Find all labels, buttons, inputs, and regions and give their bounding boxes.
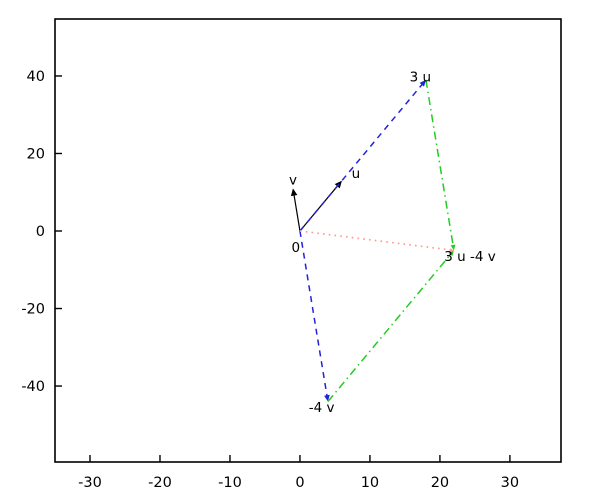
x-tick-label: 0	[295, 475, 304, 491]
vector-arrowhead-side-from-minus-4v	[448, 250, 454, 257]
x-tick-label: 20	[431, 475, 449, 491]
x-tick-label: -10	[218, 475, 242, 491]
point-label-3u: 3 u	[410, 70, 431, 86]
vector-line-v	[293, 193, 301, 232]
y-tick-label: -40	[21, 379, 45, 395]
y-tick-label: 20	[27, 146, 45, 162]
point-label-v: v	[289, 172, 297, 188]
x-tick-label: 30	[501, 475, 519, 491]
vector-arrowhead-minus-4v	[324, 394, 330, 402]
vector-arrowhead-3u	[419, 79, 426, 87]
vector-arrowhead-v	[290, 188, 298, 197]
plot-frame	[54, 18, 562, 463]
point-label-u: u	[352, 166, 361, 182]
y-tick-label: -20	[21, 302, 45, 318]
vector-arrowhead-side-from-3u	[450, 244, 456, 251]
point-label-minus-4v: -4 v	[309, 400, 335, 416]
vector-line-side-from-minus-4v	[327, 252, 453, 403]
point-label-3u-minus-4v: 3 u -4 v	[444, 249, 495, 265]
vector-line-minus-4v	[299, 230, 329, 398]
vector-line-side-from-3u	[425, 79, 455, 247]
vector-line-u	[299, 183, 340, 232]
vector-line-diagonal-3u-4v	[299, 230, 452, 251]
x-tick-label: -20	[148, 475, 172, 491]
vector-arrowhead-diagonal-3u-4v	[450, 248, 454, 252]
y-tick-label: 40	[27, 69, 45, 85]
x-tick-label: 10	[361, 475, 379, 491]
point-label-origin: 0	[291, 240, 300, 256]
x-tick-label: -30	[78, 475, 102, 491]
y-tick-label: 0	[36, 224, 45, 240]
